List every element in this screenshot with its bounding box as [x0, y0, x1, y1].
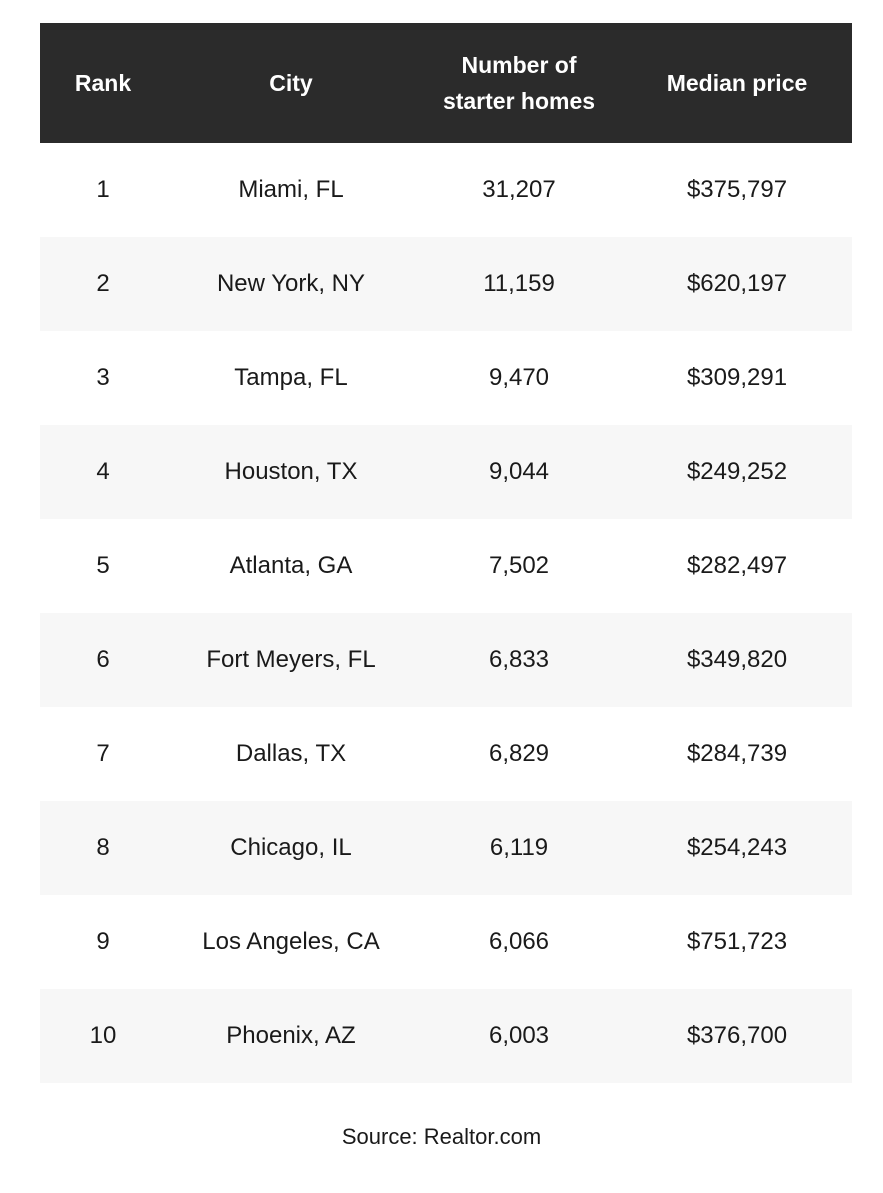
header-text: Rank [74, 70, 132, 96]
table-cell: 10 [40, 989, 166, 1083]
table-cell: $751,723 [686, 928, 788, 955]
table-body: 1 Miami, FL 31,207 $375,797 2 New York, NY 11,… [40, 143, 852, 1083]
table-cell: 6,829 [488, 740, 550, 767]
table-row: 8 Chicago, IL 6,119 $254,243 [40, 801, 852, 895]
table-cell: $254,243 [622, 801, 852, 895]
table-cell: 2 [40, 237, 166, 331]
table-cell: $309,291 [686, 364, 788, 391]
table-cell: $376,700 [622, 989, 852, 1083]
table-cell: Los Angeles, CA [202, 928, 380, 955]
table-cell: Tampa, FL [234, 364, 348, 391]
table-cell: 31,207 [482, 176, 556, 203]
table-cell: $284,739 [686, 740, 788, 767]
table-cell: 9,044 [416, 425, 622, 519]
table-cell: 9,470 [488, 364, 550, 391]
header-cell: City [166, 23, 416, 143]
table-cell: Houston, TX [166, 425, 416, 519]
table-cell: 3 [96, 364, 110, 391]
table-cell: 5 [96, 552, 110, 579]
header-row: Rank City Number of starter homes Median pr… [40, 23, 852, 143]
table-row: 10 Phoenix, AZ 6,003 $376,700 [40, 989, 852, 1083]
table-row: 4 Houston, TX 9,044 $249,252 [40, 425, 852, 519]
header-cell: Number of starter homes [416, 23, 622, 143]
table-cell: $375,797 [686, 176, 788, 203]
table-cell: 11,159 [416, 237, 622, 331]
table-row: 3 Tampa, FL 9,470 $309,291 [40, 331, 852, 425]
table-cell: Phoenix, AZ [166, 989, 416, 1083]
table-cell: 6,003 [416, 989, 622, 1083]
header-text: Median price [666, 70, 808, 96]
table-cell: 9 [96, 928, 110, 955]
table-row: 6 Fort Meyers, FL 6,833 $349,820 [40, 613, 852, 707]
table-cell: $620,197 [622, 237, 852, 331]
header-cell: Rank [40, 23, 166, 143]
table-cell: Atlanta, GA [229, 552, 353, 579]
table-cell: 8 [40, 801, 166, 895]
table-row: 9 Los Angeles, CA 6,066 $751,723 [40, 895, 852, 989]
table-cell: 1 [96, 176, 110, 203]
table-cell: 4 [40, 425, 166, 519]
table-row: 1 Miami, FL 31,207 $375,797 [40, 143, 852, 237]
table: Rank City Number of starter homes Median pr… [40, 23, 852, 1083]
source: Source: Realtor.com [341, 1124, 542, 1149]
table-cell: 7 [96, 740, 110, 767]
table-row: 5 Atlanta, GA 7,502 $282,497 [40, 519, 852, 613]
table-cell: $349,820 [622, 613, 852, 707]
table-cell: Fort Meyers, FL [166, 613, 416, 707]
header-cell: Median price [622, 23, 852, 143]
table-row: 2 New York, NY 11,159 $620,197 [40, 237, 852, 331]
header-text: Number of starter homes [442, 52, 596, 114]
header-text: City [269, 70, 313, 96]
table-cell: New York, NY [166, 237, 416, 331]
table-cell: Dallas, TX [235, 740, 347, 767]
table-cell: 6,066 [488, 928, 550, 955]
table-cell: 6,833 [416, 613, 622, 707]
table-cell: 6,119 [416, 801, 622, 895]
table-cell: 7,502 [488, 552, 550, 579]
table-cell: Miami, FL [238, 176, 344, 203]
table-cell: $249,252 [622, 425, 852, 519]
table-cell: 6 [40, 613, 166, 707]
table-cell: $282,497 [686, 552, 788, 579]
table-row: 7 Dallas, TX 6,829 $284,739 [40, 707, 852, 801]
table-cell: Chicago, IL [166, 801, 416, 895]
